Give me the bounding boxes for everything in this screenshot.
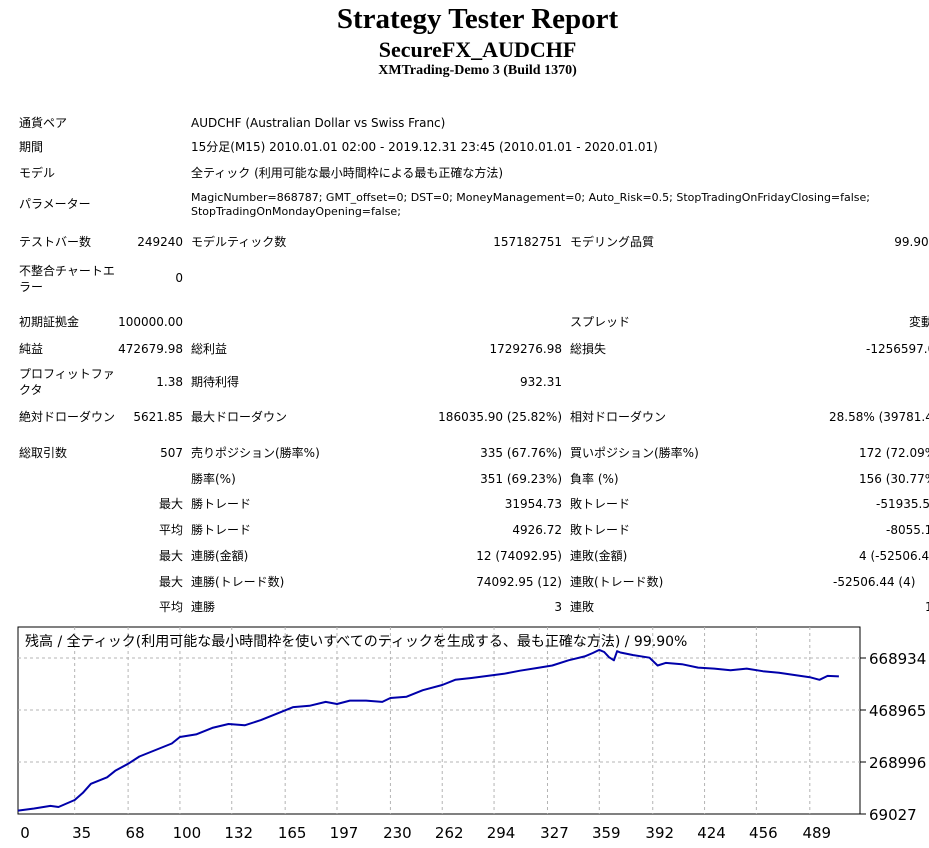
x-tick-label: 327	[540, 824, 569, 842]
x-tick-label: 35	[72, 824, 91, 842]
long-positions-value: 172 (72.09%)	[859, 446, 929, 460]
x-tick-label: 0	[20, 824, 30, 842]
model-label: モデル	[19, 166, 56, 180]
max-drawdown-label: 最大ドローダウン	[191, 410, 288, 424]
max-consec-count-label: 最大	[158, 575, 183, 589]
consec-losses-count-label: 連敗(トレード数)	[570, 575, 664, 589]
win-rate-label: 勝率(%)	[191, 472, 236, 486]
x-tick-label: 100	[173, 824, 202, 842]
long-positions-label: 買いポジション(勝率%)	[570, 446, 699, 460]
bars-value: 249240	[137, 235, 183, 249]
report-title: Strategy Tester Report	[336, 3, 619, 35]
profit-factor-label: プロフィットファクタ	[19, 367, 115, 397]
consec-losses-money-label: 連敗(金額)	[570, 549, 628, 563]
expert-name: SecureFX_AUDCHF	[378, 37, 577, 62]
avg-consec-label: 平均	[158, 600, 183, 614]
largest-loss-label: 敗トレード	[570, 497, 631, 511]
x-tick-label: 230	[383, 824, 412, 842]
parameters-label: パラメーター	[19, 197, 91, 211]
abs-drawdown-label: 絶対ドローダウン	[19, 410, 116, 424]
mismatch-label: 不整合チャートエラー	[19, 264, 115, 294]
symbol-label: 通貨ペア	[19, 116, 68, 130]
model-value: 全ティック (利用可能な最小時間枠による最も正確な方法)	[191, 166, 504, 180]
x-tick-label: 424	[697, 824, 726, 842]
quality-value: 99.90%	[894, 235, 929, 249]
gross-loss-label: 総損失	[570, 342, 607, 356]
symbol-value: AUDCHF (Australian Dollar vs Swiss Franc…	[191, 116, 446, 130]
spread-label: スプレッド	[570, 315, 631, 329]
profit-factor-value: 1.38	[156, 375, 183, 389]
x-tick-label: 456	[749, 824, 778, 842]
avg-consec-losses-value: 1	[925, 600, 929, 614]
max-consec-money-label: 最大	[158, 549, 183, 563]
largest-label: 最大	[158, 497, 183, 511]
y-tick-label: 668934	[869, 650, 926, 668]
x-tick-label: 489	[802, 824, 831, 842]
spread-value: 変動	[909, 315, 929, 329]
chart-title: 残高 / 全ティック(利用可能な最小時間枠を使いすべてのティックを生成する、最も…	[25, 633, 687, 650]
ticks-label: モデルティック数	[191, 235, 287, 249]
gross-loss-value: -1256597.00	[866, 342, 929, 356]
ticks-value: 157182751	[493, 235, 562, 249]
parameters-value-line2: StopTradingOnMondayOpening=false;	[191, 205, 401, 218]
net-profit-value: 472679.98	[118, 342, 183, 356]
abs-drawdown-value: 5621.85	[133, 410, 183, 424]
consec-wins-money-value: 12 (74092.95)	[476, 549, 562, 563]
mismatch-value: 0	[175, 271, 183, 285]
expected-payoff-label: 期待利得	[191, 375, 240, 389]
x-tick-label: 165	[278, 824, 307, 842]
consec-wins-count-value: 74092.95 (12)	[476, 575, 562, 589]
avg-consec-wins-label: 連勝	[191, 600, 216, 614]
rel-drawdown-label: 相対ドローダウン	[570, 410, 667, 424]
expected-payoff-value: 932.31	[520, 375, 562, 389]
loss-rate-label: 負率 (%)	[570, 472, 619, 486]
total-trades-label: 総取引数	[19, 446, 68, 460]
average-loss-value: -8055.11	[886, 523, 929, 537]
x-tick-label: 132	[224, 824, 253, 842]
quality-label: モデリング品質	[570, 235, 655, 249]
deposit-value: 100000.00	[118, 315, 183, 329]
x-tick-label: 359	[592, 824, 621, 842]
y-tick-label: 69027	[869, 806, 917, 824]
period-label: 期間	[19, 140, 44, 154]
largest-loss-value: -51935.59	[876, 497, 929, 511]
largest-profit-label: 勝トレード	[191, 497, 252, 511]
average-profit-label: 勝トレード	[191, 523, 252, 537]
plot-area	[17, 626, 861, 815]
x-tick-label: 197	[330, 824, 359, 842]
gross-profit-label: 総利益	[191, 342, 228, 356]
average-label: 平均	[158, 523, 183, 537]
x-tick-label: 262	[435, 824, 464, 842]
y-tick-label: 468965	[869, 702, 926, 720]
balance-line	[17, 648, 839, 812]
total-trades-value: 507	[160, 446, 183, 460]
avg-consec-wins-value: 3	[554, 600, 562, 614]
period-value: 15分足(M15) 2010.01.01 02:00 - 2019.12.31 …	[191, 140, 658, 154]
net-profit-label: 純益	[19, 342, 44, 356]
y-tick-label: 268996	[869, 754, 926, 772]
x-tick-label: 392	[645, 824, 674, 842]
server-build: XMTrading-Demo 3 (Build 1370)	[378, 63, 577, 78]
x-tick-label: 68	[126, 824, 145, 842]
average-profit-value: 4926.72	[512, 523, 562, 537]
rel-drawdown-value: 28.58% (39781.45)	[829, 410, 929, 424]
average-loss-label: 敗トレード	[570, 523, 631, 537]
parameters-value-line1: MagicNumber=868787; GMT_offset=0; DST=0;…	[191, 191, 871, 204]
win-rate-value: 351 (69.23%)	[480, 472, 562, 486]
x-tick-label: 294	[487, 824, 516, 842]
bars-label: テストバー数	[19, 235, 92, 249]
consec-losses-money-value: 4 (-52506.44)	[859, 549, 929, 563]
consec-wins-count-label: 連勝(トレード数)	[191, 575, 285, 589]
consec-losses-count-value: -52506.44 (4)	[833, 575, 916, 589]
balance-chart: 0 35 68 100 132 165 197 230 262 294 327 359 392 424 45…	[17, 626, 926, 842]
largest-profit-value: 31954.73	[504, 497, 562, 511]
short-positions-label: 売りポジション(勝率%)	[191, 446, 320, 460]
consec-wins-money-label: 連勝(金額)	[191, 549, 249, 563]
avg-consec-losses-label: 連敗	[570, 600, 595, 614]
max-drawdown-value: 186035.90 (25.82%)	[438, 410, 562, 424]
gross-profit-value: 1729276.98	[489, 342, 562, 356]
deposit-label: 初期証拠金	[19, 315, 80, 329]
short-positions-value: 335 (67.76%)	[480, 446, 562, 460]
loss-rate-value: 156 (30.77%)	[859, 472, 929, 486]
